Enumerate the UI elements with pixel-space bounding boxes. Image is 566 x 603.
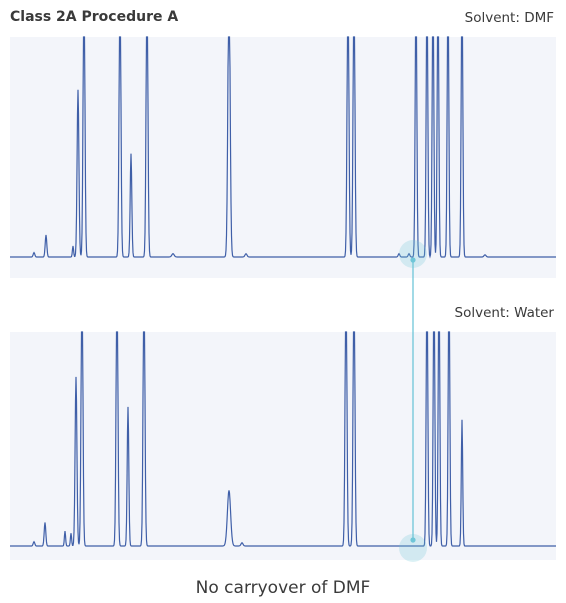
trace-dmf [10, 36, 556, 259]
chart-title: Class 2A Procedure A [10, 9, 179, 25]
trace-water [10, 331, 556, 547]
connector-dot-top [410, 257, 416, 263]
caption: No carryover of DMF [195, 578, 371, 598]
connector-dot-bottom [410, 537, 416, 543]
highlight-circle-water [399, 534, 427, 562]
panel-dmf-background [10, 37, 556, 278]
panel-water-background [10, 332, 556, 560]
panel-label-dmf: Solvent: DMF [464, 10, 554, 26]
highlight-circle-dmf [399, 240, 427, 268]
panel-label-water: Solvent: Water [454, 305, 554, 321]
